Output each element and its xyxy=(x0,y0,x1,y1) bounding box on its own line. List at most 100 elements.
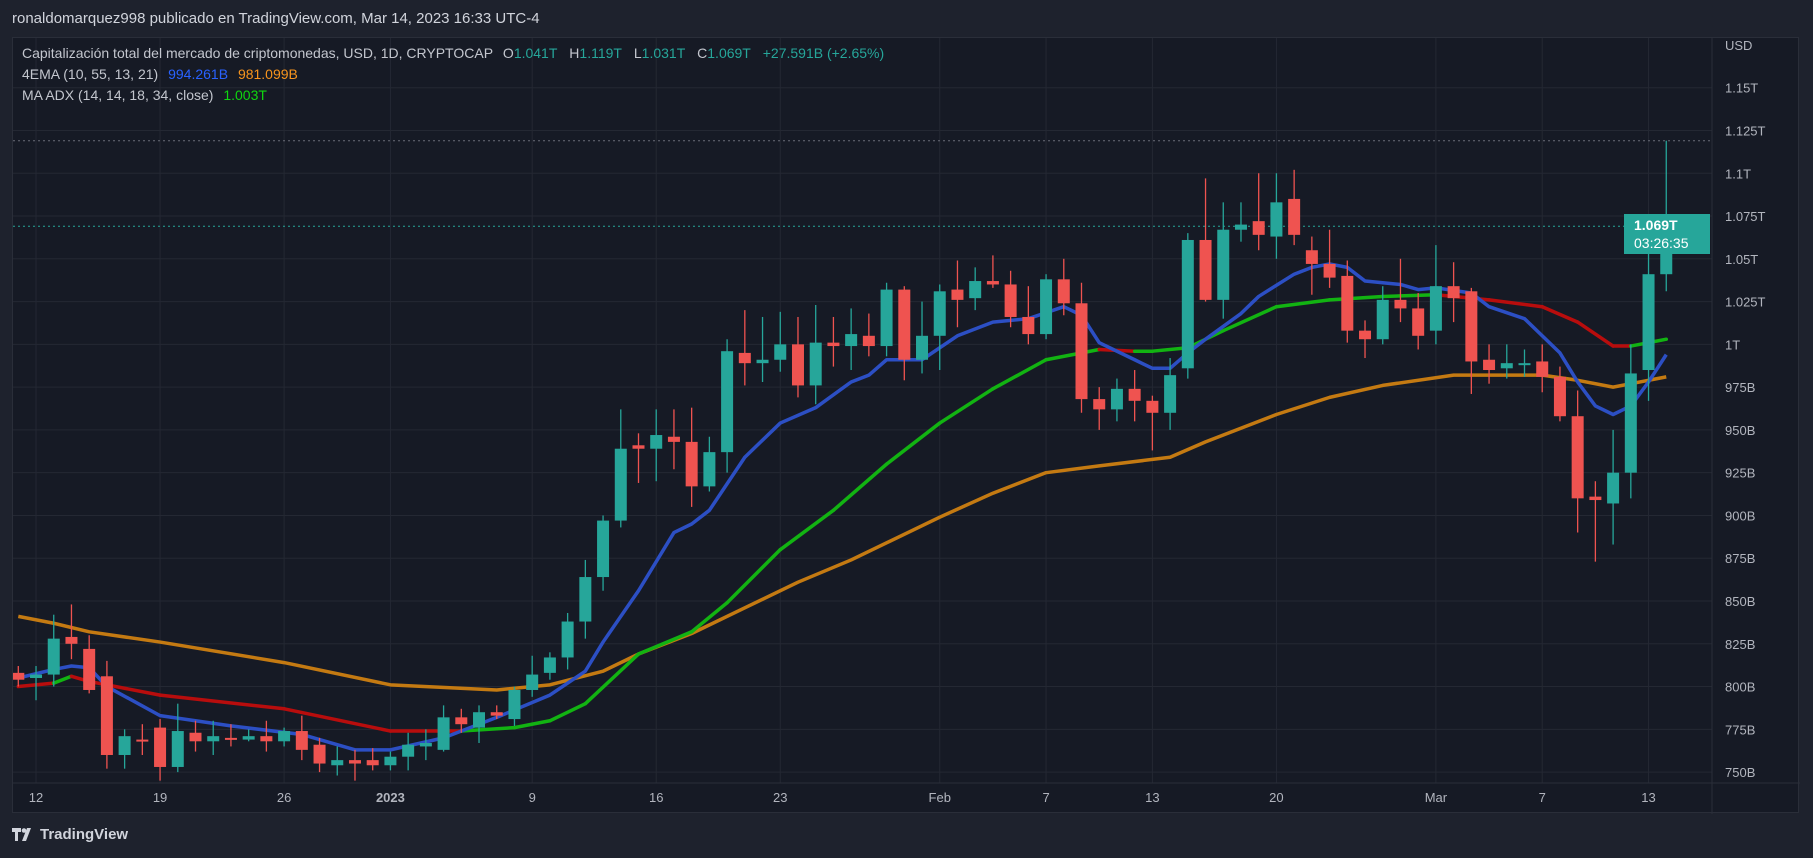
candle-body[interactable] xyxy=(1093,399,1106,410)
candle-body[interactable] xyxy=(827,342,840,347)
candle-body[interactable] xyxy=(1624,373,1637,473)
candle-body[interactable] xyxy=(437,717,450,750)
candle-body[interactable] xyxy=(526,674,539,690)
candle-body[interactable] xyxy=(278,731,291,742)
candle-body[interactable] xyxy=(1465,291,1478,362)
candle-body[interactable] xyxy=(384,756,397,766)
candlestick-chart[interactable]: USD1.15T1.125T1.1T1.075T1.05T1.025T1T975… xyxy=(13,38,1800,814)
candle-body[interactable] xyxy=(1500,363,1513,369)
candle-body[interactable] xyxy=(1110,388,1123,410)
candle-body[interactable] xyxy=(100,676,113,755)
candle-body[interactable] xyxy=(419,743,432,747)
candle-body[interactable] xyxy=(1004,284,1017,317)
candle-body[interactable] xyxy=(1128,388,1141,401)
candle-body[interactable] xyxy=(1217,229,1230,300)
candle-body[interactable] xyxy=(1146,400,1159,413)
candle-body[interactable] xyxy=(402,744,415,757)
candle-body[interactable] xyxy=(1376,299,1389,340)
chart-pane[interactable]: USD1.15T1.125T1.1T1.075T1.05T1.025T1T975… xyxy=(12,37,1800,814)
candle-body[interactable] xyxy=(118,736,131,755)
candle-body[interactable] xyxy=(969,281,982,299)
candle-body[interactable] xyxy=(331,760,344,766)
candle-body[interactable] xyxy=(561,621,574,658)
candle-body[interactable] xyxy=(614,448,627,521)
candle-body[interactable] xyxy=(1057,279,1070,304)
candle-body[interactable] xyxy=(1412,308,1425,336)
candle-body[interactable] xyxy=(47,638,60,675)
candle-body[interactable] xyxy=(1483,359,1496,371)
candle-body[interactable] xyxy=(986,281,999,285)
candle-body[interactable] xyxy=(1040,279,1053,335)
candle-body[interactable] xyxy=(1323,263,1336,278)
candle-body[interactable] xyxy=(845,334,858,347)
candle-body[interactable] xyxy=(579,577,592,622)
adx-legend[interactable]: MA ADX (14, 14, 18, 34, close) 1.003T xyxy=(22,87,273,103)
candle-body[interactable] xyxy=(1305,250,1318,264)
candle-body[interactable] xyxy=(933,291,946,336)
candle-body[interactable] xyxy=(189,732,202,742)
candle-body[interactable] xyxy=(721,351,734,453)
candle-body[interactable] xyxy=(1181,239,1194,369)
candle-body[interactable] xyxy=(951,289,964,300)
candle-body[interactable] xyxy=(1429,286,1442,331)
candle-body[interactable] xyxy=(455,717,468,725)
candle-body[interactable] xyxy=(1607,472,1620,504)
candle-body[interactable] xyxy=(898,289,911,360)
candle-body[interactable] xyxy=(809,342,822,386)
candle-body[interactable] xyxy=(1252,221,1265,235)
candle-body[interactable] xyxy=(1536,361,1549,377)
candle-body[interactable] xyxy=(1589,496,1602,501)
candle-body[interactable] xyxy=(1359,330,1372,340)
candle-body[interactable] xyxy=(1234,224,1247,230)
candle-body[interactable] xyxy=(1553,376,1566,417)
symbol-legend[interactable]: Capitalización total del mercado de crip… xyxy=(22,45,890,61)
candle-body[interactable] xyxy=(313,744,326,764)
price-axis[interactable] xyxy=(1712,38,1800,814)
ema-legend[interactable]: 4EMA (10, 55, 13, 21) 994.261B 981.099B xyxy=(22,66,304,82)
candle-body[interactable] xyxy=(30,674,43,678)
candle-body[interactable] xyxy=(154,727,167,767)
candle-body[interactable] xyxy=(1199,239,1212,300)
candle-body[interactable] xyxy=(650,435,663,449)
candle-body[interactable] xyxy=(862,335,875,347)
time-axis[interactable] xyxy=(13,783,1712,814)
candle-body[interactable] xyxy=(880,289,893,347)
candle-body[interactable] xyxy=(1447,286,1460,299)
candle-body[interactable] xyxy=(1288,198,1301,235)
candle-body[interactable] xyxy=(136,739,149,742)
candle-body[interactable] xyxy=(1164,375,1177,413)
candle-body[interactable] xyxy=(366,760,379,766)
candle-body[interactable] xyxy=(13,672,25,680)
candle-body[interactable] xyxy=(1571,416,1584,499)
candle-body[interactable] xyxy=(1075,303,1088,400)
candle-body[interactable] xyxy=(756,359,769,364)
candle-body[interactable] xyxy=(490,712,503,716)
candle-body[interactable] xyxy=(774,344,787,360)
candle-body[interactable] xyxy=(1642,274,1655,371)
candle-body[interactable] xyxy=(260,736,273,742)
candle-body[interactable] xyxy=(1341,275,1354,331)
candle-body[interactable] xyxy=(685,441,698,487)
candle-body[interactable] xyxy=(242,736,255,740)
candle-body[interactable] xyxy=(703,452,716,487)
candle-body[interactable] xyxy=(1394,299,1407,309)
candle-body[interactable] xyxy=(348,760,361,764)
candle-body[interactable] xyxy=(65,636,78,644)
candle-body[interactable] xyxy=(916,335,929,360)
candle-body[interactable] xyxy=(207,736,220,742)
candle-body[interactable] xyxy=(1270,202,1283,237)
candle-body[interactable] xyxy=(171,731,184,767)
candle-body[interactable] xyxy=(667,436,680,442)
tradingview-logo[interactable]: TradingView xyxy=(12,826,128,843)
candle-body[interactable] xyxy=(791,344,804,386)
candle-body[interactable] xyxy=(1518,363,1531,366)
candle-body[interactable] xyxy=(224,737,237,740)
candle-body[interactable] xyxy=(508,689,521,720)
candle-body[interactable] xyxy=(1022,316,1035,335)
candle-body[interactable] xyxy=(83,648,96,690)
candle-body[interactable] xyxy=(543,657,556,673)
candle-body[interactable] xyxy=(295,731,308,750)
candle-body[interactable] xyxy=(632,445,645,449)
candle-body[interactable] xyxy=(473,712,486,728)
candle-body[interactable] xyxy=(597,520,610,578)
